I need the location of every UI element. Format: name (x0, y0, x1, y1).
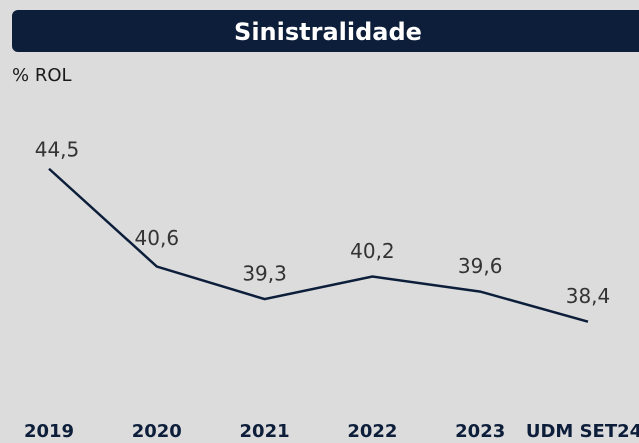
x-tick-label: 2022 (347, 421, 397, 442)
data-label: 39,3 (242, 262, 287, 286)
x-tick-label: 2021 (240, 421, 290, 442)
x-tick-label: 2023 (455, 421, 505, 442)
data-label: 40,6 (135, 226, 180, 250)
x-tick-label: UDM SET24 (526, 421, 639, 442)
y-axis-label: % ROL (12, 65, 72, 86)
data-label: 39,6 (458, 254, 503, 278)
x-tick-label: 2019 (24, 421, 74, 442)
x-tick-label: 2020 (132, 421, 182, 442)
line (48, 167, 589, 323)
chart-title: Sinistralidade (234, 18, 422, 46)
data-label: 44,5 (35, 137, 80, 161)
data-label: 38,4 (566, 284, 611, 308)
title-banner (12, 10, 639, 52)
data-label: 40,2 (350, 239, 395, 263)
